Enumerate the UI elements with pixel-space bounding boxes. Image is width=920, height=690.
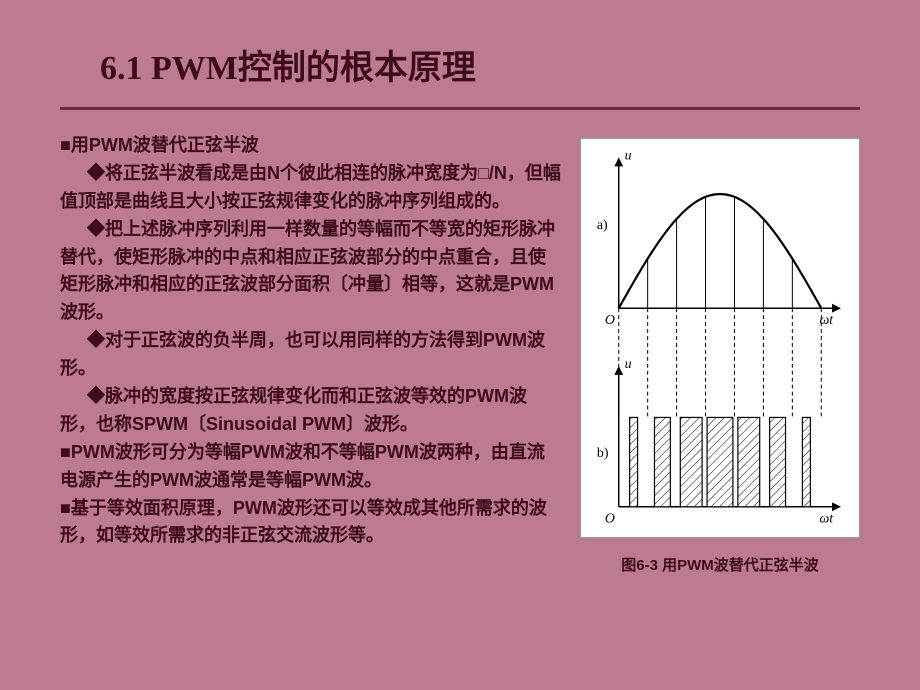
sub-1: ◆将正弦半波看成是由N个彼此相连的脉冲宽度为□/N，但幅值顶部是曲线且大小按正弦…	[60, 160, 562, 216]
svg-text:u: u	[625, 148, 632, 163]
bullet-1: ■用PWM波替代正弦半波	[60, 132, 562, 160]
sub-4: ◆脉冲的宽度按正弦规律变化而和正弦波等效的PWM波形，也称SPWM〔Sinuso…	[60, 383, 562, 439]
svg-text:ωt: ωt	[820, 512, 835, 527]
figure-caption: 图6-3 用PWM波替代正弦半波	[621, 554, 819, 575]
horizontal-rule	[60, 107, 860, 110]
figure-svg: uωtOa)uωtOb)	[580, 138, 860, 538]
page-title: 6.1 PWM控制的根本原理	[100, 40, 860, 89]
content-row: ■用PWM波替代正弦半波 ◆将正弦半波看成是由N个彼此相连的脉冲宽度为□/N，但…	[60, 132, 860, 575]
bullet-3: ■基于等效面积原理，PWM波形还可以等效成其他所需求的波形，如等效所需求的非正弦…	[60, 495, 562, 551]
svg-text:u: u	[625, 357, 632, 372]
svg-text:O: O	[605, 512, 615, 527]
svg-text:b): b)	[597, 446, 609, 461]
slide: 6.1 PWM控制的根本原理 ■用PWM波替代正弦半波 ◆将正弦半波看成是由N个…	[0, 0, 920, 690]
svg-text:a): a)	[597, 218, 608, 233]
bullet-2: ■PWM波形可分为等幅PWM波和不等幅PWM波两种，由直流电源产生的PWM波通常…	[60, 439, 562, 495]
svg-text:O: O	[605, 313, 615, 328]
figure-column: uωtOa)uωtOb) 图6-3 用PWM波替代正弦半波	[580, 138, 860, 575]
sub-3: ◆对于正弦波的负半周，也可以用同样的方法得到PWM波形。	[60, 327, 562, 383]
sub-2: ◆把上述脉冲序列利用一样数量的等幅而不等宽的矩形脉冲替代，使矩形脉冲的中点和相应…	[60, 216, 562, 328]
text-column: ■用PWM波替代正弦半波 ◆将正弦半波看成是由N个彼此相连的脉冲宽度为□/N，但…	[60, 132, 562, 575]
